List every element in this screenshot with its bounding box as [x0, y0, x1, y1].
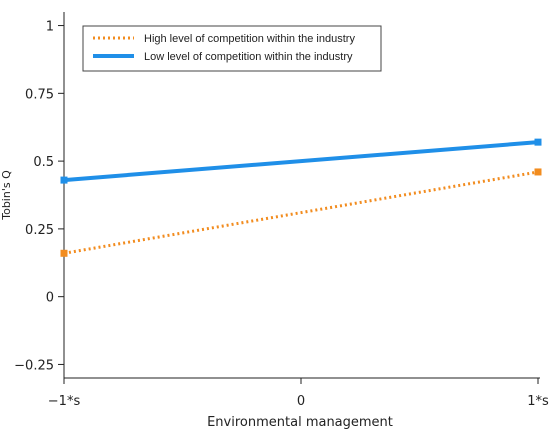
series-point-high: [60, 249, 68, 257]
legend-box: [82, 25, 382, 72]
plot-frame: [63, 12, 540, 379]
series-line-high: [63, 170, 539, 255]
y-tick-label: 0.5: [33, 155, 54, 170]
series-point-high: [534, 168, 542, 176]
y-axis-ticks: −0.25 0 0.25 0.5 0.75 1: [14, 20, 64, 373]
series-point-low: [60, 176, 68, 184]
y-axis-title: Tobin's Q: [0, 170, 13, 221]
series-point-low: [534, 138, 542, 146]
x-tick-label: 1*s: [527, 394, 549, 409]
series-line-low: [63, 140, 539, 183]
y-tick-label: 0.75: [25, 87, 54, 102]
series-layer: [60, 138, 542, 257]
x-tick-label: 0: [297, 394, 305, 409]
x-tick-label: −1*s: [48, 394, 81, 409]
y-tick-label: 0.25: [25, 223, 54, 238]
x-axis-ticks: −1*s 0 1*s: [48, 378, 549, 409]
y-tick-label: 0: [46, 291, 54, 306]
x-axis-title: Environmental management: [207, 415, 393, 430]
legend-label-high: High level of competition within the ind…: [144, 33, 355, 45]
legend-label-low: Low level of competition within the indu…: [144, 51, 353, 63]
y-tick-label: 1: [46, 20, 54, 35]
legend: High level of competition within the ind…: [82, 25, 382, 72]
y-tick-label: −0.25: [14, 358, 54, 373]
